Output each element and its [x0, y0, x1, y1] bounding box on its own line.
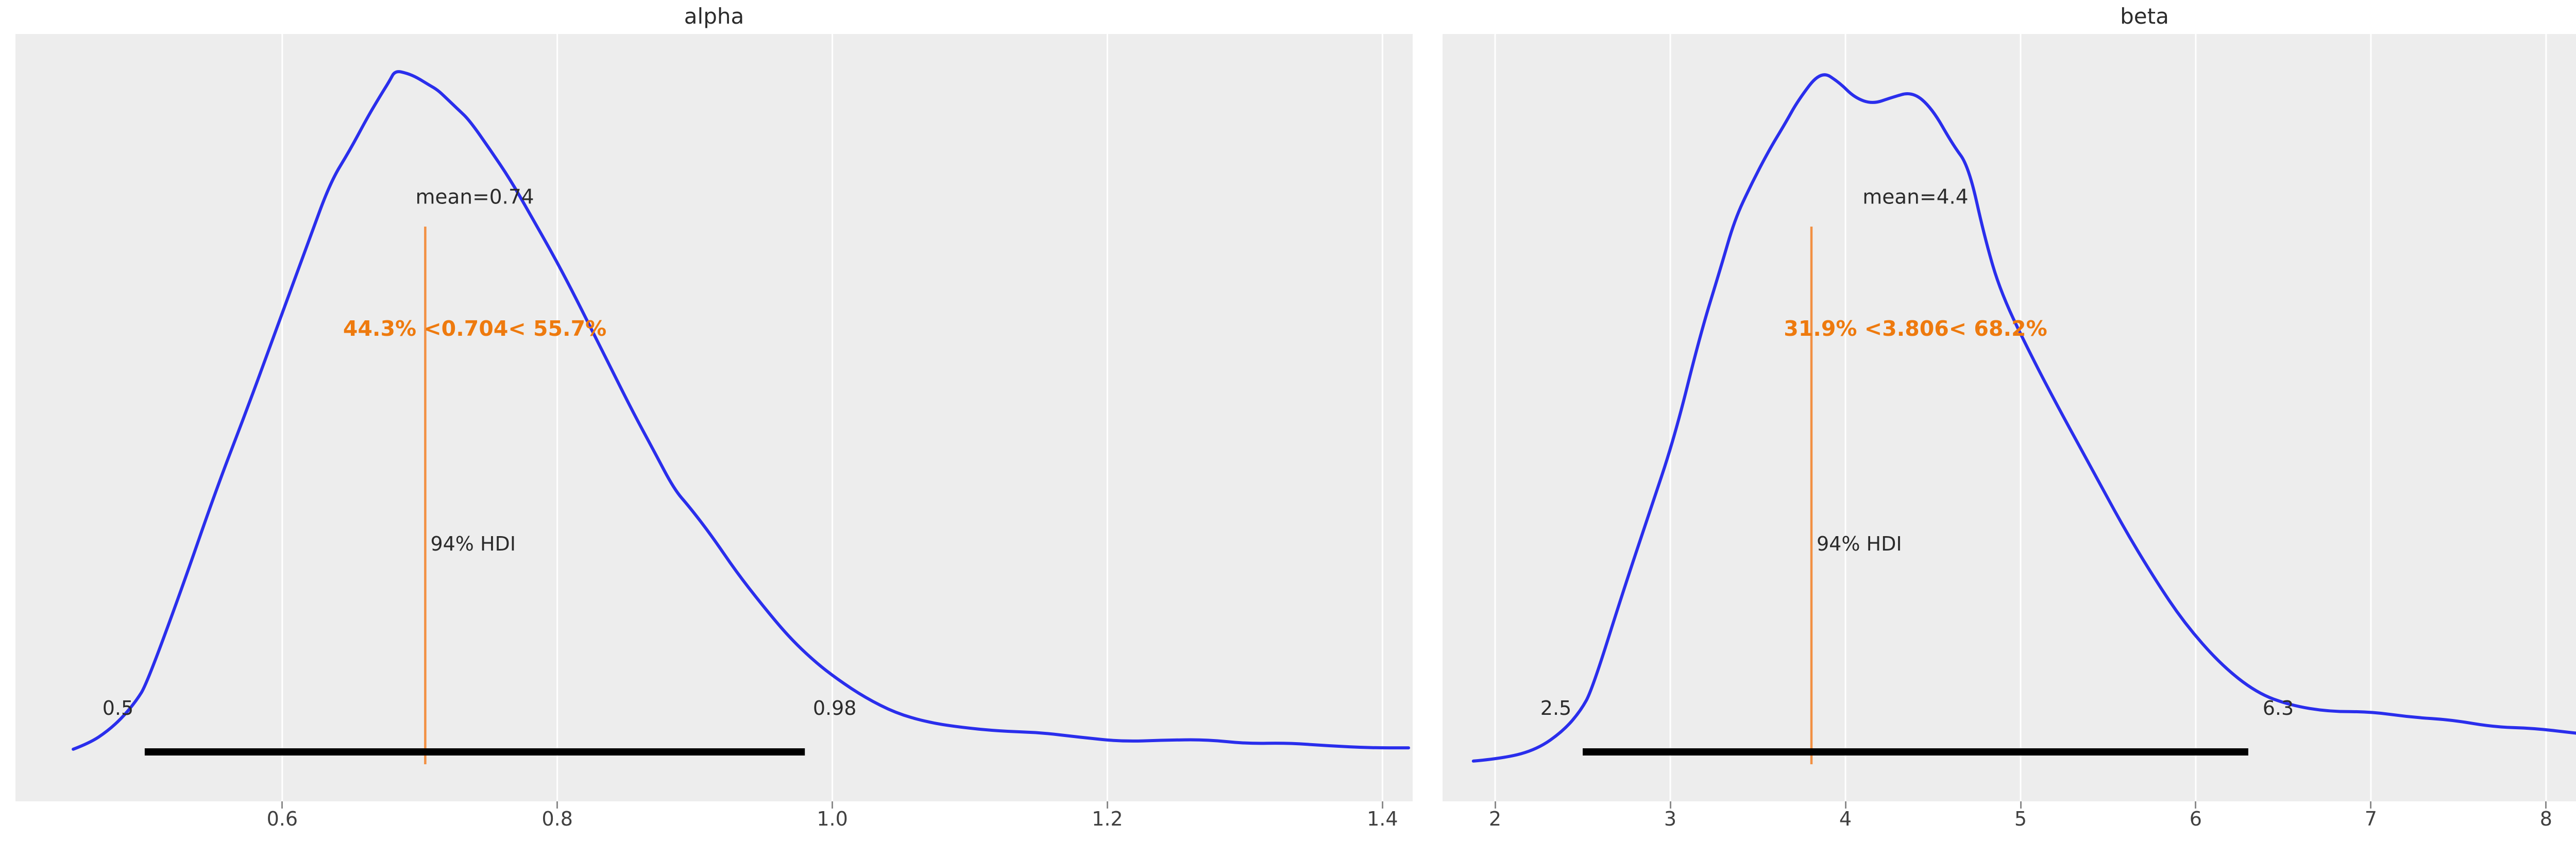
hdi-lower-value: 2.5	[1540, 697, 1572, 719]
tick-mark	[556, 801, 558, 809]
x-tick-label: 0.6	[266, 808, 298, 830]
x-tick-label: 0.8	[541, 808, 573, 830]
x-tick-label: 3	[1664, 808, 1677, 830]
panel-alpha: alpha mean=0.74 44.3% <0.704< 55.7% 94% …	[15, 4, 1413, 830]
tick-mark	[1381, 801, 1383, 809]
ref-val-text: 31.9% <3.806< 68.2%	[1784, 316, 2047, 341]
panel-title: beta	[2120, 4, 2169, 29]
hdi-upper-value: 6.3	[2262, 697, 2294, 719]
x-tick-label: 1.2	[1092, 808, 1123, 830]
x-tick-label: 1.4	[1367, 808, 1398, 830]
tick-mark	[2195, 801, 2197, 809]
hdi-label: 94% HDI	[430, 533, 516, 555]
x-tick-label: 7	[2364, 808, 2377, 830]
tick-mark	[2545, 801, 2547, 809]
tick-mark	[832, 801, 834, 809]
tick-mark	[2020, 801, 2022, 809]
mean-label: mean=0.74	[415, 185, 534, 209]
x-tick-label: 6	[2189, 808, 2202, 830]
x-tick-label: 5	[2014, 808, 2027, 830]
hdi-label: 94% HDI	[1817, 533, 1902, 555]
panel-beta: beta mean=4.4 31.9% <3.806< 68.2% 94% HD…	[1443, 4, 2576, 830]
x-tick-label: 8	[2539, 808, 2552, 830]
panel-title: alpha	[684, 4, 744, 29]
tick-mark	[1669, 801, 1671, 809]
tick-mark	[1844, 801, 1846, 809]
hdi-lower-value: 0.5	[102, 697, 134, 719]
kde-plot-area	[72, 34, 1410, 801]
hdi-upper-value: 0.98	[812, 697, 857, 719]
x-tick-label: 1.0	[817, 808, 848, 830]
tick-mark	[1494, 801, 1496, 809]
tick-mark	[2370, 801, 2372, 809]
x-tick-label: 2	[1488, 808, 1502, 830]
kde-curve	[72, 70, 1410, 751]
mean-label: mean=4.4	[1862, 185, 1969, 209]
kde-curve	[1471, 73, 2576, 763]
tick-mark	[1106, 801, 1108, 809]
kde-plot-area	[1471, 34, 2576, 801]
tick-mark	[281, 801, 283, 809]
ref-val-text: 44.3% <0.704< 55.7%	[343, 316, 607, 341]
x-tick-label: 4	[1839, 808, 1852, 830]
